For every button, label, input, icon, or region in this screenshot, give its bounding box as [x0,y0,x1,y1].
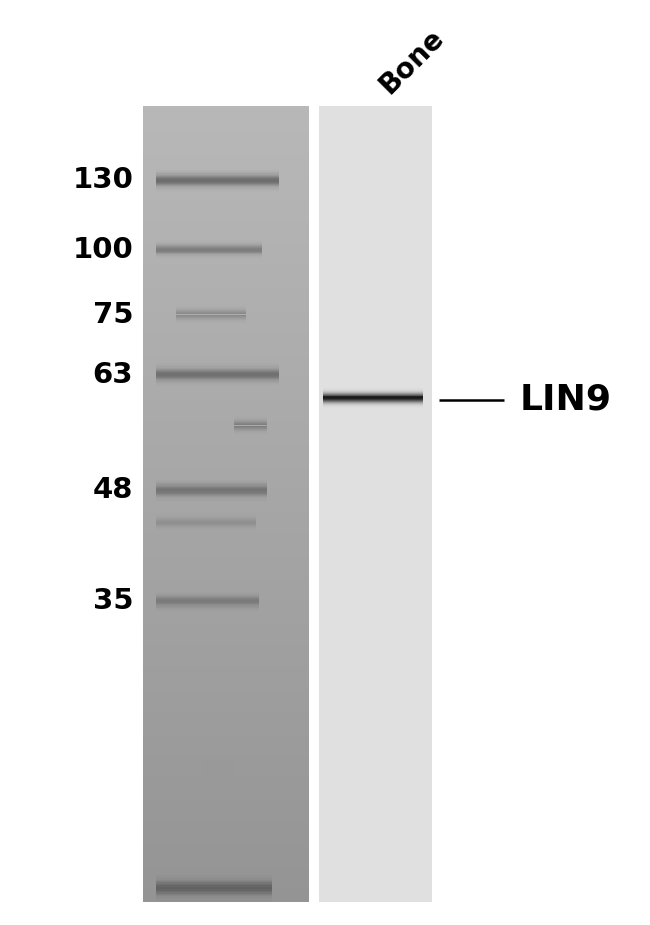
Text: 35: 35 [93,587,133,615]
Text: LIN9: LIN9 [520,383,612,416]
Text: 63: 63 [92,361,133,388]
Text: 100: 100 [73,236,133,264]
Text: 75: 75 [93,301,133,328]
Bar [318,106,432,902]
Text: 130: 130 [72,166,133,194]
Text: 48: 48 [93,476,133,504]
Text: Bone: Bone [374,23,449,99]
